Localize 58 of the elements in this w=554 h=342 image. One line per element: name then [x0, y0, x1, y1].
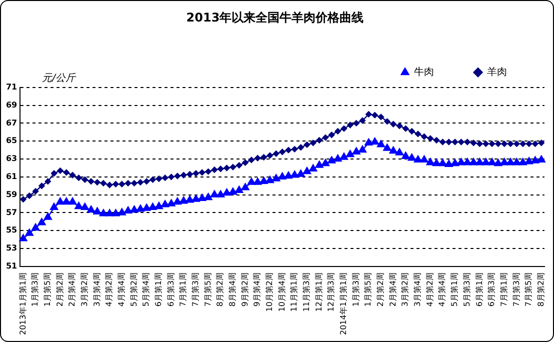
x-tick-label: 12月第3周	[326, 272, 336, 312]
y-tick-label: 51	[6, 262, 18, 271]
x-tick-label: 8月第2周	[536, 272, 546, 307]
x-tick-label: 2014年1月第1周	[339, 272, 348, 336]
x-tick-label: 5月第1周	[450, 272, 460, 307]
x-tick-label: 4月第4周	[116, 272, 126, 307]
y-tick-label: 53	[6, 244, 18, 253]
legend-label: 牛肉	[414, 66, 434, 78]
x-tick-label: 7月第5周	[524, 272, 534, 307]
x-tick-label: 2月第2周	[55, 272, 64, 307]
x-tick-label: 4月第2周	[104, 272, 114, 307]
x-tick-label: 7月第3周	[191, 272, 200, 307]
x-tick-label: 3月第2周	[80, 272, 89, 307]
x-tick-label: 3月第4周	[92, 272, 102, 307]
y-tick-label: 65	[6, 136, 18, 146]
x-tick-label: 2013年1月第1周	[18, 272, 28, 336]
y-tick-label: 61	[6, 172, 18, 182]
x-tick-label: 2月第2周	[376, 272, 386, 307]
x-tick-label: 2月第4周	[68, 272, 77, 307]
x-tick-label: 1月第5周	[364, 272, 373, 307]
x-tick-label: 11月第1周	[290, 272, 299, 312]
x-tick-label: 8月第2周	[216, 272, 225, 307]
x-tick-label: 8月第4周	[228, 272, 238, 307]
y-tick-label: 59	[6, 190, 18, 199]
x-tick-label: 1月第3周	[30, 272, 40, 307]
x-tick-label: 7月第3周	[512, 272, 521, 307]
legend-label: 羊肉	[487, 66, 507, 78]
x-tick-label: 9月第2周	[240, 272, 250, 307]
y-axis-title: 元/公斤	[42, 72, 76, 84]
chart-title: 2013年以来全国牛羊肉价格曲线	[186, 10, 364, 24]
x-tick-label: 2月第4周	[388, 272, 398, 307]
y-tick-label: 63	[6, 154, 18, 164]
x-tick-label: 7月第5周	[203, 272, 212, 307]
x-tick-label: 7月第1周	[499, 272, 508, 307]
x-tick-label: 5月第4周	[142, 272, 151, 307]
x-tick-label: 5月第3周	[462, 272, 472, 307]
y-tick-label: 67	[6, 118, 18, 128]
x-tick-label: 1月第3周	[351, 272, 360, 307]
y-tick-label: 55	[6, 226, 18, 235]
x-tick-label: 10月第2周	[265, 272, 274, 312]
y-tick-label: 69	[6, 100, 18, 110]
x-tick-label: 12月第1周	[314, 272, 324, 312]
x-tick-label: 6月第1周	[154, 272, 163, 307]
y-tick-label: 71	[6, 82, 18, 92]
x-tick-label: 3月第2周	[400, 272, 410, 307]
x-tick-label: 10月第4周	[277, 272, 286, 312]
x-tick-label: 4月第2周	[425, 272, 434, 307]
x-tick-label: 11月第3周	[302, 272, 312, 312]
x-tick-label: 5月第2周	[129, 272, 138, 307]
x-tick-label: 6月第3周	[487, 272, 496, 307]
x-tick-label: 3月第4周	[413, 272, 422, 307]
y-tick-label: 57	[6, 208, 18, 217]
x-tick-label: 7月第1周	[178, 272, 188, 307]
x-tick-label: 4月第4周	[438, 272, 447, 307]
x-tick-label: 9月第4周	[252, 272, 262, 307]
x-tick-label: 6月第3周	[166, 272, 176, 307]
x-tick-label: 1月第5周	[42, 272, 52, 307]
x-tick-label: 6月第1周	[474, 272, 484, 307]
